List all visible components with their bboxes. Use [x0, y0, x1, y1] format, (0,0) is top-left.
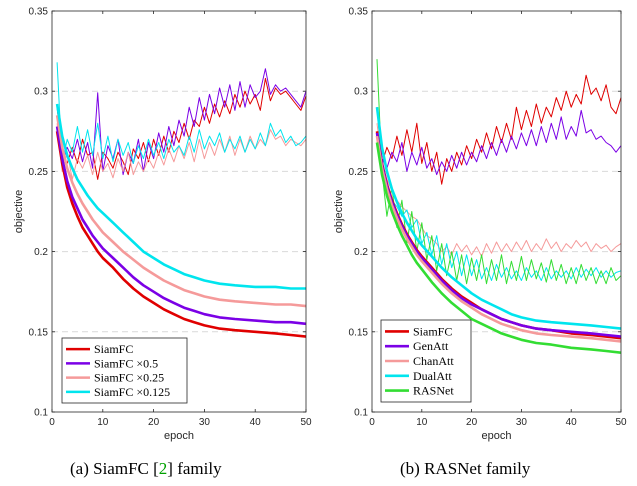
y-tick-label: 0.3: [34, 87, 48, 98]
series-line-val-siamfc: [376, 74, 622, 185]
y-tick-label: 0.15: [29, 327, 49, 338]
legend-label: GenAtt: [413, 339, 449, 353]
legend-label: SiamFC ×0.25: [94, 371, 164, 385]
x-tick-label: 10: [97, 417, 109, 428]
x-tick-label: 0: [49, 417, 55, 428]
series-line-train-dualatt: [375, 107, 622, 330]
y-tick-label: 0.1: [34, 408, 48, 419]
x-tick-label: 20: [148, 417, 160, 428]
series-line-train-siamfc-0.25: [55, 115, 307, 308]
series-line-val-rasnet: [376, 59, 622, 285]
x-tick-label: 40: [566, 417, 578, 428]
legend-label: SiamFC: [413, 324, 452, 338]
y-tick-label: 0.25: [349, 167, 369, 178]
y-tick-label: 0.1: [354, 408, 368, 419]
series-line-train-chanatt: [375, 135, 622, 343]
series-line-train-siamfc-0.125: [55, 103, 306, 290]
x-tick-label: 30: [516, 417, 528, 428]
x-tick-label: 10: [416, 417, 428, 428]
y-tick-label: 0.3: [354, 87, 368, 98]
series-line-val-dualatt: [376, 107, 622, 281]
y-tick-label: 0.35: [349, 7, 369, 18]
y-axis-label: objective: [333, 190, 345, 233]
legend-label: SiamFC ×0.5: [94, 356, 158, 370]
y-tick-label: 0.25: [29, 167, 49, 178]
caption-a: (a) SiamFC [2] family: [70, 459, 222, 479]
x-tick-label: 50: [615, 417, 627, 428]
series-line-train-siamfc: [55, 131, 307, 338]
x-tick-label: 40: [250, 417, 262, 428]
caption-a-ref[interactable]: 2: [158, 459, 168, 478]
y-tick-label: 0.2: [34, 247, 48, 258]
x-tick-label: 20: [466, 417, 478, 428]
caption-b: (b) RASNet family: [400, 459, 530, 479]
chart-panel-a: 0.1 0.15 0.2 0.25 0.3 0.35 0 10 20 30 40 50 epoch obj…: [13, 7, 312, 443]
series-line-train-siamfc-0.5: [55, 126, 307, 326]
y-tick-label: 0.35: [29, 7, 49, 18]
legend-label: RASNet: [413, 384, 454, 398]
axes-frame: [371, 10, 622, 413]
series-line-val-siamfc-0.125: [56, 62, 307, 164]
caption-a-suffix: ] family: [167, 459, 222, 478]
series-line-train-rasnet: [375, 142, 622, 354]
caption-b-text: (b) RASNet family: [400, 459, 531, 478]
series-line-val-siamfc: [56, 77, 307, 180]
x-axis-label: epoch: [482, 430, 512, 442]
legend-label: ChanAtt: [413, 354, 454, 368]
chart-panel-b: 0.1 0.15 0.2 0.25 0.3 0.35 0 10 20 30 40 50 epoch obj…: [333, 7, 627, 443]
y-tick-label: 0.15: [349, 327, 369, 338]
legend-label: DualAtt: [413, 369, 452, 383]
x-tick-label: 30: [199, 417, 211, 428]
legend-label: SiamFC: [94, 342, 133, 356]
series-line-val-chanatt: [376, 123, 622, 257]
series-line-val-genatt: [376, 107, 622, 176]
x-axis-label: epoch: [164, 430, 194, 442]
y-axis-label: objective: [13, 190, 25, 233]
caption-a-prefix: (a) SiamFC [: [70, 459, 159, 478]
series-line-val-siamfc-0.5: [56, 68, 307, 176]
x-tick-label: 0: [369, 417, 375, 428]
x-tick-label: 50: [300, 417, 312, 428]
y-tick-label: 0.2: [354, 247, 368, 258]
axes-frame: [51, 10, 307, 413]
legend-label: SiamFC ×0.125: [94, 385, 170, 399]
